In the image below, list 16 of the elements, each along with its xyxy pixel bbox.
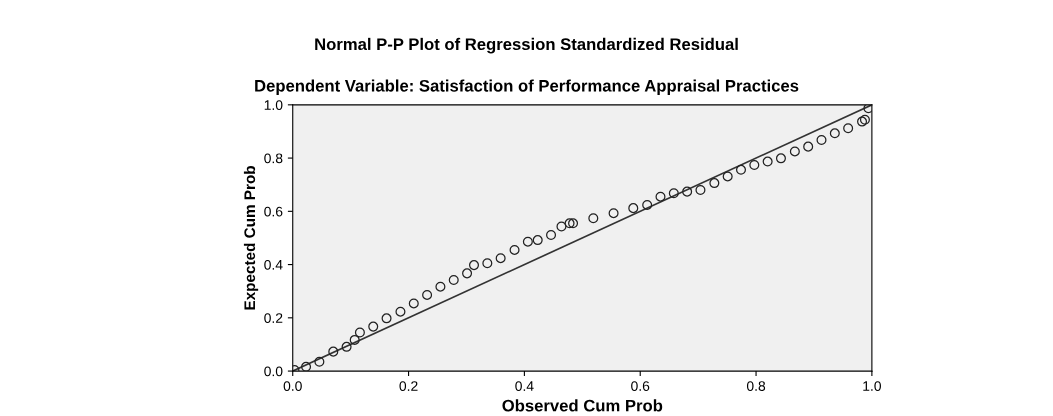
y-tick-label: 0.0	[264, 366, 283, 377]
y-tick-label: 1.0	[264, 100, 283, 110]
y-tick-label: 0.4	[264, 259, 283, 270]
y-tick-label: 0.8	[264, 153, 283, 164]
x-tick-label: 0.2	[399, 381, 418, 391]
x-axis-title: Observed Cum Prob	[502, 399, 663, 412]
x-tick-label: 0.6	[631, 381, 650, 391]
y-tick-label: 0.2	[264, 313, 283, 323]
chart-subtitle: Dependent Variable: Satisfaction of Performance Appraisal Practices	[255, 79, 799, 95]
x-tick-label: 1.0	[863, 381, 881, 391]
chart-title: Normal P-P Plot of Regression Standardized Residual	[315, 37, 738, 54]
x-tick-label: 0.4	[515, 381, 534, 391]
x-tick-label: 0.0	[283, 381, 302, 391]
x-tick-label: 0.8	[746, 381, 766, 391]
y-axis-title: Expected Cum Prob	[243, 165, 259, 310]
y-tick-label: 0.6	[264, 206, 283, 217]
